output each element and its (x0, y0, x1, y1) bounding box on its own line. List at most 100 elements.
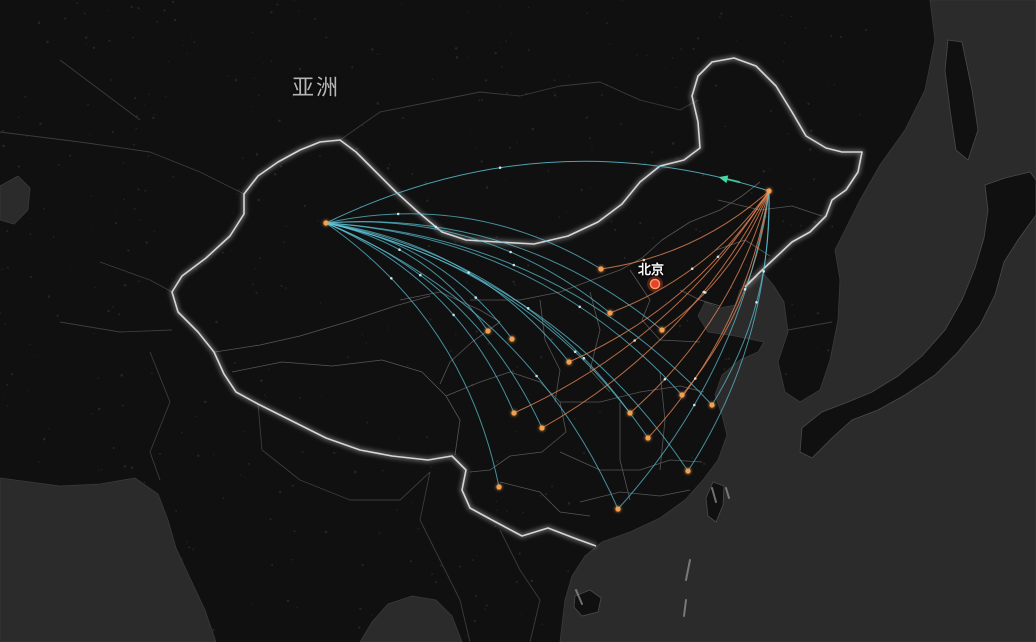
terrain-speck (507, 359, 509, 361)
terrain-speck (727, 357, 731, 360)
route-effect-dot (642, 258, 646, 262)
route-effect-dot (663, 377, 667, 381)
terrain-speck (580, 188, 583, 191)
terrain-speck (481, 98, 484, 101)
terrain-speck (204, 400, 207, 404)
province-border (679, 289, 721, 307)
destination-point[interactable] (685, 468, 691, 474)
terrain-speck (279, 165, 283, 168)
destination-point[interactable] (485, 328, 491, 334)
route-effect-dot (690, 267, 694, 271)
terrain-speck (863, 115, 865, 118)
route-effect-dot (578, 305, 581, 309)
terrain-speck (409, 69, 411, 71)
terrain-speck (78, 69, 80, 71)
destination-point[interactable] (607, 310, 613, 316)
terrain-speck (520, 395, 522, 398)
mongolia-russia-border (339, 81, 699, 141)
terrain-speck (686, 320, 689, 322)
terrain-speck (789, 188, 791, 190)
terrain-speck (621, 0, 623, 2)
terrain-speck (97, 377, 99, 380)
terrain-speck (736, 39, 737, 41)
terrain-speck (514, 431, 516, 433)
destination-point[interactable] (509, 336, 515, 342)
terrain-speck (305, 131, 307, 133)
terrain-speck (411, 172, 414, 175)
destination-point[interactable] (615, 506, 621, 512)
terrain-speck (484, 608, 486, 610)
destination-point[interactable] (645, 435, 651, 441)
terrain-speck (392, 519, 393, 521)
destination-point[interactable] (598, 266, 604, 272)
korea-border (787, 321, 833, 331)
destination-point[interactable] (679, 392, 685, 398)
terrain-speck (691, 457, 693, 459)
terrain-speck (465, 635, 467, 637)
terrain-speck (227, 75, 229, 77)
route-effect-dot (498, 166, 502, 169)
terrain-speck (107, 9, 109, 11)
route-line-west (325, 222, 713, 406)
terrain-speck (233, 362, 236, 365)
terrain-speck (4, 323, 6, 325)
region-label-asia: 亚洲 (292, 76, 341, 101)
terrain-speck (545, 493, 548, 496)
terrain-speck (242, 430, 245, 432)
destination-point[interactable] (709, 402, 715, 408)
terrain-speck (780, 15, 783, 17)
pakistan-india-border (149, 351, 171, 481)
terrain-speck (254, 267, 256, 270)
terrain-speck (1, 268, 4, 270)
route-effect-dot (390, 277, 393, 280)
terrain-speck (293, 0, 295, 1)
terrain-speck (485, 186, 489, 189)
destination-point[interactable] (659, 327, 665, 333)
terrain-speck (267, 442, 269, 444)
terrain-speck (240, 474, 242, 476)
terrain-speck (92, 225, 94, 227)
terrain-speck (262, 63, 264, 65)
terrain-speck (2, 144, 5, 148)
central-asia-border (99, 261, 173, 293)
route-effect-dot (573, 350, 577, 354)
location-dot-icon[interactable] (649, 278, 661, 290)
terrain-speck (172, 176, 175, 178)
terrain-speck (29, 218, 31, 220)
routes-layer (325, 160, 770, 510)
terrain-speck (527, 6, 530, 9)
terrain-speck (784, 373, 787, 376)
terrain-speck (250, 106, 252, 108)
origin-point-west[interactable] (323, 220, 329, 226)
terrain-speck (745, 264, 748, 266)
destination-point[interactable] (566, 359, 572, 365)
terrain-speck (93, 332, 95, 335)
terrain-speck (351, 66, 354, 69)
terrain-speck (450, 350, 452, 352)
terrain-speck (120, 373, 123, 377)
terrain-speck (57, 164, 60, 166)
terrain-speck (114, 192, 116, 194)
terrain-speck (793, 315, 796, 318)
terrain-speck (154, 113, 156, 115)
terrain-speck (242, 157, 244, 159)
terrain-speck (234, 78, 238, 82)
destination-point[interactable] (496, 484, 502, 490)
terrain-speck (808, 148, 812, 151)
terrain-speck (386, 166, 390, 170)
destination-point[interactable] (539, 425, 545, 431)
terrain-speck (511, 32, 513, 35)
destination-point[interactable] (627, 410, 633, 416)
terrain-speck (471, 559, 474, 561)
terrain-speck (265, 397, 267, 399)
terrain-speck (314, 17, 316, 20)
terrain-speck (833, 83, 836, 86)
route-line-west (325, 222, 570, 363)
terrain-speck (659, 419, 661, 421)
origin-point-east[interactable] (766, 188, 772, 194)
terrain-speck (599, 411, 601, 413)
terrain-speck (426, 436, 429, 439)
terrain-speck (805, 27, 807, 29)
destination-point[interactable] (511, 410, 517, 416)
